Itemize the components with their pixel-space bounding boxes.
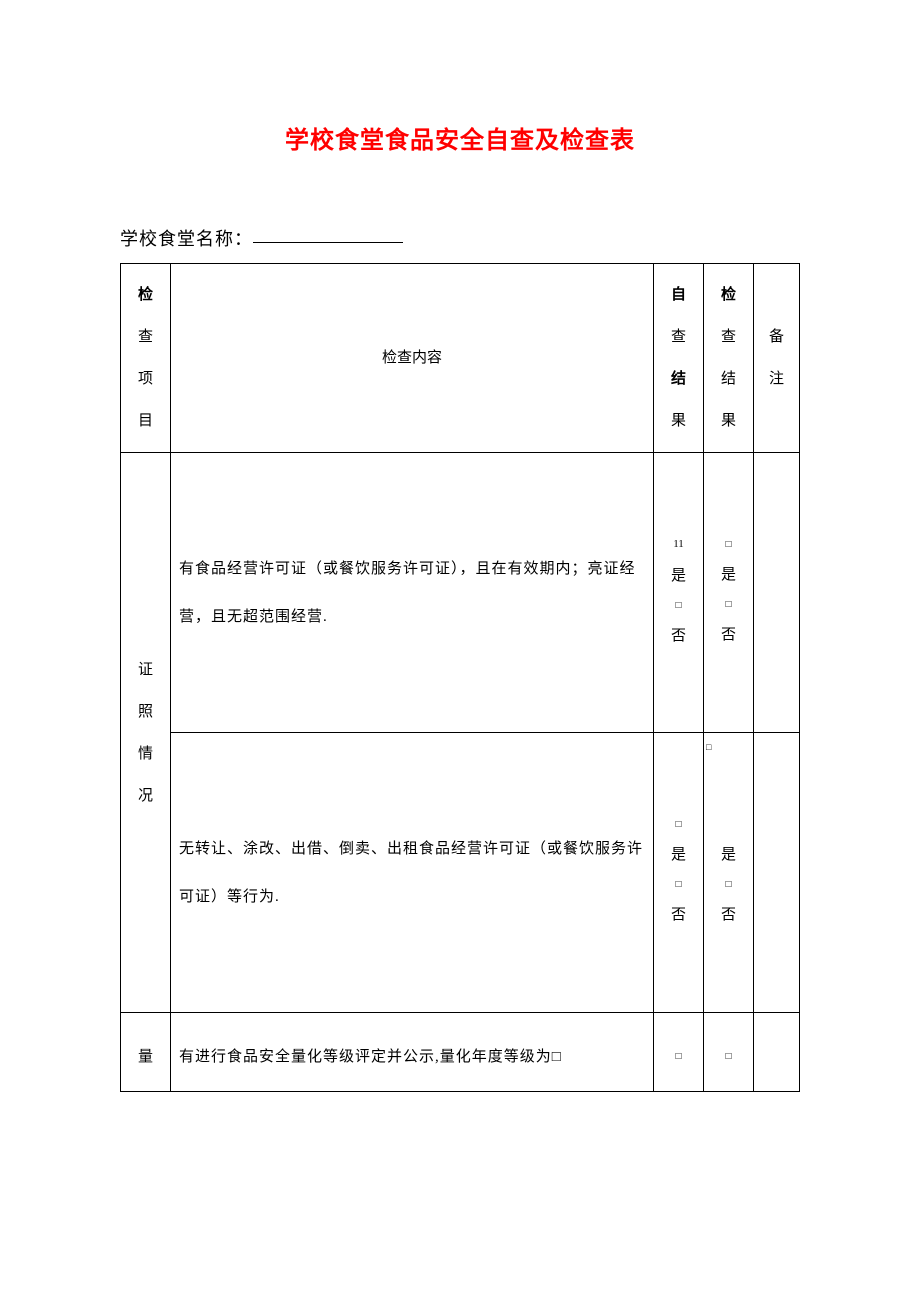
- header-remark: 备注: [754, 264, 800, 453]
- header-category: 检查项目: [121, 264, 171, 453]
- check-result-3[interactable]: □: [704, 1013, 754, 1092]
- table-row: 无转让、涂改、出借、倒卖、出租食品经营许可证（或餐饮服务许可证）等行为. □ 是…: [121, 733, 800, 1013]
- table-row: 量 有进行食品安全量化等级评定并公示,量化年度等级为□ □ □: [121, 1013, 800, 1092]
- category-cert: 证照情况: [121, 453, 171, 1013]
- check-result-1[interactable]: □ 是 □ 否: [704, 453, 754, 733]
- remark-2[interactable]: [754, 733, 800, 1013]
- self-result-3[interactable]: □: [654, 1013, 704, 1092]
- header-content: 检查内容: [171, 264, 654, 453]
- content-cell-1: 有食品经营许可证（或餐饮服务许可证），且在有效期内；亮证经营，且无超范围经营.: [171, 453, 654, 733]
- category-quant: 量: [121, 1013, 171, 1092]
- content-cell-2: 无转让、涂改、出借、倒卖、出租食品经营许可证（或餐饮服务许可证）等行为.: [171, 733, 654, 1013]
- canteen-name-label: 学校食堂名称：: [120, 225, 800, 251]
- remark-3[interactable]: [754, 1013, 800, 1092]
- header-self-result: 自查结果: [654, 264, 704, 453]
- table-row: 证照情况 有食品经营许可证（或餐饮服务许可证），且在有效期内；亮证经营，且无超范…: [121, 453, 800, 733]
- document-title: 学校食堂食品安全自查及检查表: [120, 120, 800, 155]
- header-check-result: 检查结果: [704, 264, 754, 453]
- subtitle-text: 学校食堂名称：: [120, 229, 253, 249]
- canteen-name-blank[interactable]: [253, 242, 403, 243]
- self-result-2[interactable]: □ 是 □ 否: [654, 733, 704, 1013]
- table-header-row: 检查项目 检查内容 自查结果 检查结果 备注: [121, 264, 800, 453]
- remark-1[interactable]: [754, 453, 800, 733]
- content-cell-3: 有进行食品安全量化等级评定并公示,量化年度等级为□: [171, 1013, 654, 1092]
- check-result-2[interactable]: □ □ 是 □ 否: [704, 733, 754, 1013]
- inspection-table: 检查项目 检查内容 自查结果 检查结果 备注 证照情况 有食品经营许可证（或餐饮…: [120, 263, 800, 1092]
- self-result-1[interactable]: 11 是 □ 否: [654, 453, 704, 733]
